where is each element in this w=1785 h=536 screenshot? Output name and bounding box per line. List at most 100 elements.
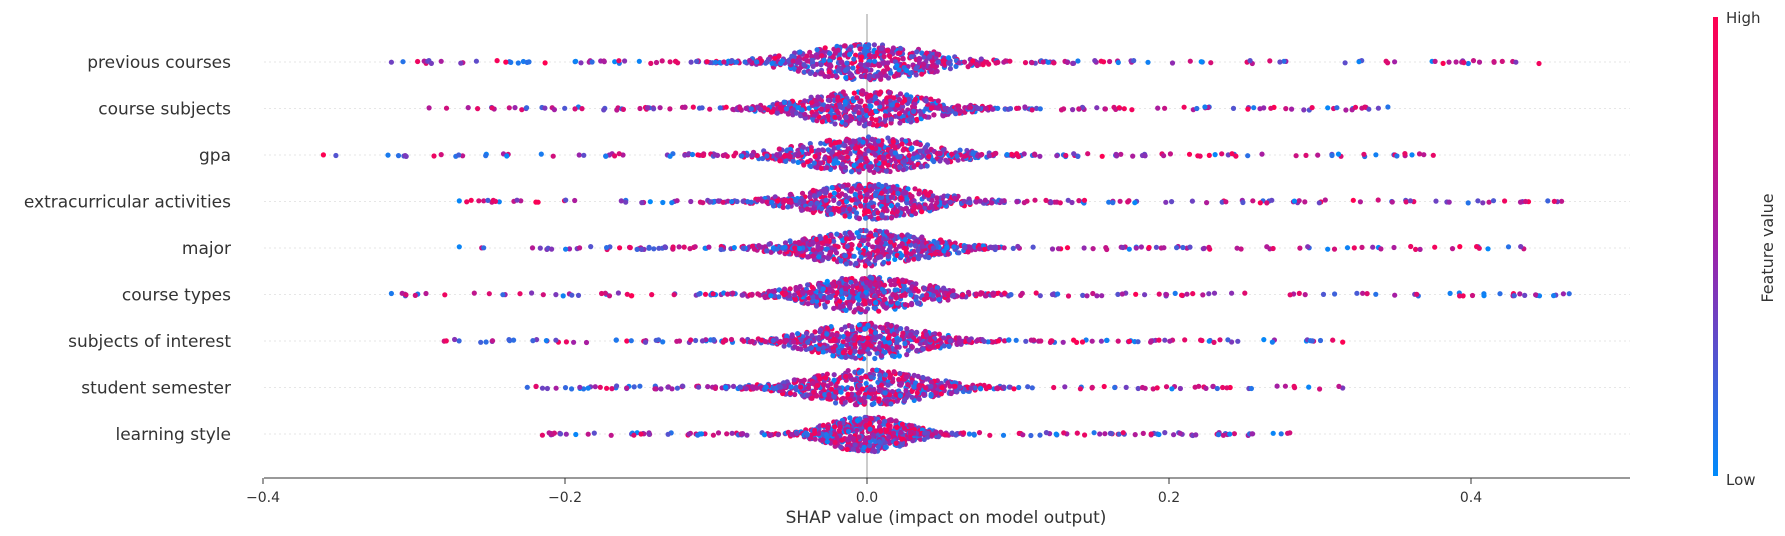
shap-point — [809, 57, 815, 64]
shap-point — [886, 90, 892, 96]
shap-point — [878, 240, 885, 246]
shap-point — [1375, 105, 1381, 111]
shap-point — [814, 200, 820, 206]
shap-point — [937, 158, 943, 164]
shap-point — [847, 51, 853, 58]
shap-point — [915, 247, 921, 253]
shap-point — [845, 331, 851, 337]
shap-point — [814, 47, 820, 53]
shap-point — [519, 107, 525, 113]
shap-point — [896, 376, 902, 383]
shap-point — [917, 142, 924, 148]
shap-point — [648, 60, 654, 66]
shap-point — [973, 291, 979, 297]
shap-point — [917, 148, 923, 154]
shap-point — [1325, 105, 1331, 111]
shap-point — [805, 339, 811, 345]
shap-point — [1163, 199, 1169, 205]
shap-point — [760, 155, 766, 162]
shap-point — [911, 164, 917, 170]
shap-point — [843, 290, 849, 296]
shap-point — [496, 199, 502, 205]
shap-point — [1296, 290, 1302, 296]
shap-point — [510, 337, 517, 343]
shap-point — [919, 209, 925, 215]
shap-point — [395, 153, 402, 159]
shap-point — [1446, 59, 1452, 65]
shap-point — [931, 158, 937, 165]
shap-point — [850, 283, 856, 290]
shap-point — [776, 146, 782, 152]
shap-point — [810, 298, 816, 304]
shap-point — [888, 249, 894, 255]
shap-point — [1309, 105, 1315, 111]
shap-point — [961, 198, 967, 204]
shap-point — [667, 153, 673, 159]
shap-point — [857, 104, 863, 110]
shap-point — [941, 200, 948, 206]
shap-point — [826, 73, 832, 80]
shap-point — [456, 152, 462, 158]
shap-point — [982, 197, 988, 203]
shap-point — [1309, 338, 1315, 344]
shap-point — [930, 245, 937, 251]
shap-point — [473, 58, 479, 64]
shap-point — [863, 187, 869, 193]
shap-point — [1505, 244, 1512, 250]
shap-point — [1043, 197, 1049, 203]
shap-point — [1287, 292, 1293, 298]
shap-point — [651, 106, 657, 112]
shap-point — [1126, 338, 1132, 344]
shap-point — [1202, 104, 1208, 110]
shap-point — [1001, 245, 1007, 251]
shap-point — [825, 97, 832, 103]
shap-point — [1089, 338, 1095, 344]
shap-point — [1172, 290, 1178, 296]
shap-point — [1135, 339, 1141, 345]
shap-point — [798, 346, 804, 352]
shap-point — [782, 286, 788, 292]
shap-point — [660, 339, 666, 345]
shap-point — [1033, 290, 1039, 296]
shap-point — [869, 145, 875, 151]
shap-point — [865, 164, 871, 170]
shap-point — [865, 335, 871, 341]
shap-point — [1071, 151, 1077, 157]
shap-point — [492, 198, 499, 204]
shap-point — [1234, 245, 1240, 251]
shap-point — [857, 190, 863, 196]
shap-point — [426, 105, 432, 111]
shap-point — [797, 49, 803, 55]
shap-point — [911, 248, 917, 255]
shap-point — [795, 59, 801, 65]
shap-point — [801, 69, 808, 75]
shap-point — [831, 336, 837, 342]
shap-point — [860, 117, 866, 123]
shap-point — [893, 246, 899, 253]
shap-point — [835, 94, 841, 100]
shap-point — [415, 58, 421, 65]
shap-point — [1029, 107, 1035, 113]
shap-point — [858, 203, 864, 209]
shap-point — [729, 199, 735, 205]
shap-point — [1283, 106, 1289, 112]
shap-point — [872, 336, 878, 342]
shap-point — [982, 246, 988, 252]
feature-points-row — [426, 88, 1391, 129]
shap-point — [754, 59, 760, 65]
shap-point — [790, 107, 796, 113]
shap-point — [844, 243, 851, 249]
shap-point — [970, 151, 976, 157]
shap-point — [730, 290, 736, 296]
shap-point — [486, 291, 492, 297]
shap-point — [1007, 106, 1014, 112]
shap-point — [1061, 106, 1067, 112]
shap-point — [1064, 59, 1070, 65]
shap-point — [977, 246, 983, 252]
shap-point — [890, 45, 897, 51]
shap-point — [865, 251, 872, 257]
shap-point — [690, 104, 696, 110]
shap-point — [823, 197, 829, 203]
shap-point — [810, 239, 816, 245]
shap-point — [851, 56, 857, 62]
